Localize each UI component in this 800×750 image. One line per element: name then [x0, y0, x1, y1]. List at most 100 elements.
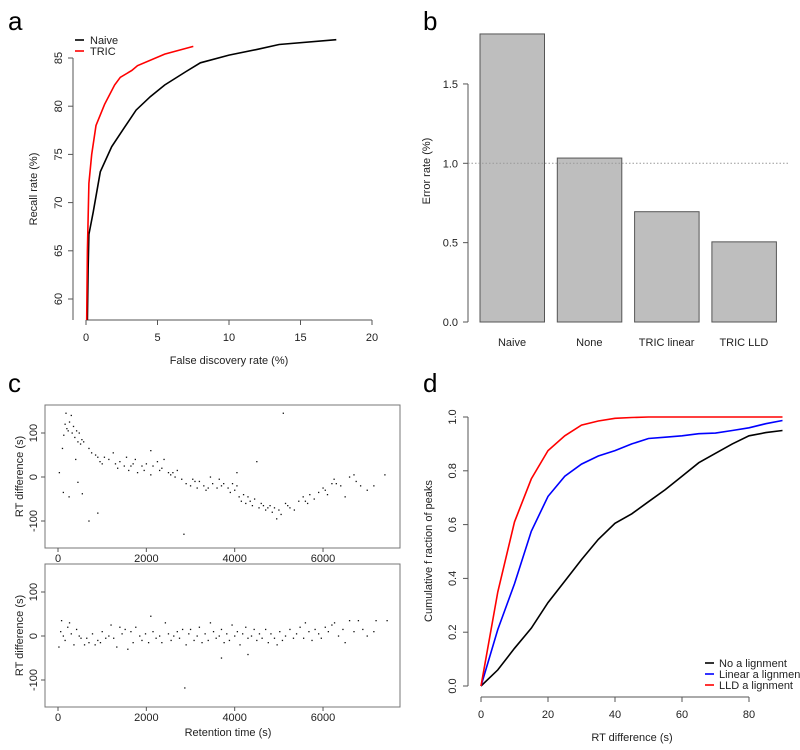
scatter-point [245, 626, 247, 628]
scatter-point [181, 478, 183, 480]
scatter-point [189, 628, 192, 631]
scatter-point [247, 653, 249, 656]
scatter-point [209, 476, 212, 478]
scatter-point [212, 631, 215, 633]
scatter-point [311, 639, 313, 642]
scatter-point [289, 628, 291, 631]
panel-b-error-rate-bars: 0.0 0.5 1.0 1.5 Error rate (%) Naive None TRIC … [421, 33, 790, 349]
scatter-point [331, 624, 333, 626]
scatter-point [125, 456, 128, 458]
series-line-0 [480, 429, 783, 687]
x-tick-label: 80 [743, 709, 755, 721]
scatter-point [247, 637, 249, 639]
scatter-point [88, 447, 90, 450]
scatter-point [135, 626, 137, 628]
scatter-point [373, 485, 375, 487]
scatter-point [141, 465, 143, 467]
scatter-point [386, 620, 388, 622]
scatter-point [304, 622, 307, 624]
scatter-point [384, 474, 386, 476]
scatter-point [293, 509, 296, 511]
scatter-point [81, 493, 83, 495]
scatter-point [136, 472, 139, 474]
y-tick-label: 80 [53, 100, 65, 112]
scatter-point [229, 491, 231, 494]
scatter-point [156, 461, 159, 463]
scatter-point [170, 474, 172, 476]
scatter-point [284, 502, 287, 505]
scatter-point [256, 639, 258, 642]
scatter-point [240, 500, 243, 502]
y-tick-label: 1.0 [443, 158, 458, 170]
x-tick-label: 60 [676, 709, 688, 721]
scatter-point [207, 639, 209, 642]
scatter-point [113, 637, 115, 639]
y-tick-label: 0 [28, 474, 40, 480]
bar-naive [479, 33, 545, 323]
scatter-point [344, 496, 346, 498]
scatter-point [132, 463, 134, 465]
scatter-point [70, 633, 72, 635]
scatter-point [65, 412, 67, 414]
scatter-point [128, 469, 130, 472]
scatter-point [77, 441, 79, 443]
y-tick-label: 70 [53, 196, 65, 208]
scatter-point [155, 637, 157, 639]
legend-label: Naive [90, 35, 118, 47]
scatter-point [306, 502, 309, 505]
x-tick-label: 4000 [222, 712, 246, 724]
scatter-point [94, 454, 97, 456]
scatter-point [362, 628, 364, 631]
scatter-point [342, 628, 344, 631]
y-tick-label: 0.2 [447, 625, 459, 640]
series-line-2 [480, 416, 783, 687]
scatter-point [185, 644, 187, 646]
scatter-point [223, 642, 225, 644]
scatter-point [314, 628, 316, 631]
scatter-point [333, 622, 336, 624]
scatter-point [353, 631, 355, 633]
scatter-point [292, 637, 295, 639]
scatter-point [258, 633, 261, 635]
scatter-point [324, 626, 326, 628]
y-tick-label: 0.6 [447, 517, 459, 532]
scatter-point [318, 633, 320, 635]
scatter-point [355, 480, 357, 483]
scatter-point [231, 624, 233, 626]
scatter-point [273, 637, 276, 639]
x-tick-label: 0 [478, 709, 484, 721]
scatter-point [164, 622, 167, 624]
scatter-point [253, 498, 256, 500]
category-label: TRIC linear [639, 337, 695, 349]
scatter-point [242, 494, 245, 496]
scatter-point [236, 485, 238, 487]
scatter-point [127, 648, 129, 650]
scatter-point [91, 633, 94, 635]
scatter-point [99, 642, 102, 644]
legend-label: TRIC [90, 46, 116, 58]
x-axis-label: False discovery rate (%) [170, 355, 289, 367]
scatter-point [322, 487, 324, 489]
scatter-point [64, 423, 66, 425]
scatter-point [58, 646, 60, 648]
y-tick-label: 0.0 [447, 678, 459, 693]
scatter-point [150, 450, 152, 452]
scatter-point [61, 447, 64, 450]
scatter-point [373, 631, 375, 633]
scatter-point [215, 637, 217, 639]
y-axis-label: Error rate (%) [421, 138, 433, 205]
scatter-point [198, 480, 201, 483]
scatter-point [145, 463, 148, 465]
scatter-point [280, 513, 282, 516]
scatter-point [333, 478, 335, 480]
scatter-point [207, 487, 209, 489]
scatter-point [326, 494, 329, 496]
scatter-point [79, 443, 82, 445]
scatter-point [88, 520, 90, 522]
scatter-point [227, 487, 229, 489]
scatter-point [242, 633, 244, 635]
scatter-point [220, 628, 223, 631]
scatter-point [226, 633, 228, 635]
scatter-point [299, 626, 301, 628]
scatter-point [198, 626, 201, 628]
